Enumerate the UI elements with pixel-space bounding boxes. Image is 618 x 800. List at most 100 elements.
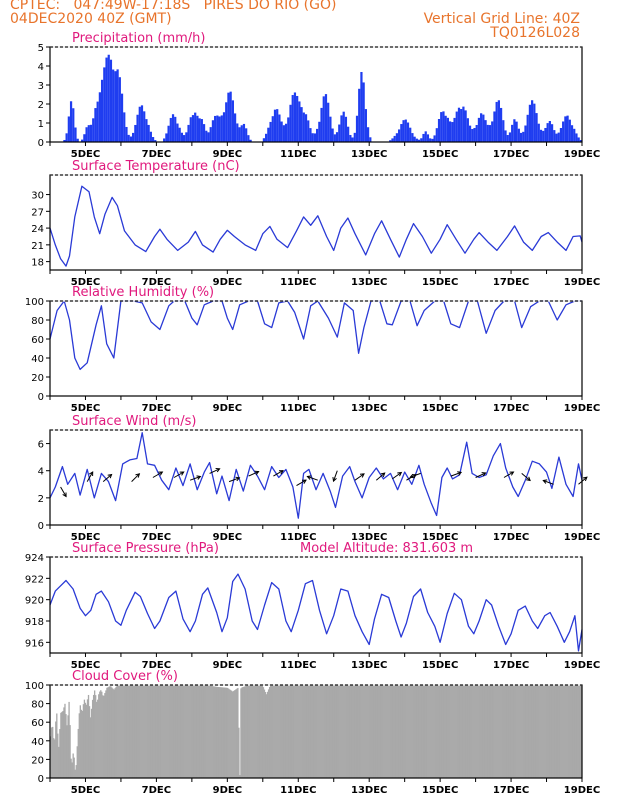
wind-arrow-shaft: [228, 477, 240, 483]
cloud-cover-bar: [500, 685, 502, 778]
cloud-cover-bar: [347, 685, 350, 778]
cloud-cover-bar: [477, 685, 479, 778]
precip-bar: [331, 128, 334, 142]
wind-arrow: [354, 473, 365, 481]
cloud-cover-bar: [403, 685, 406, 778]
precip-bar: [391, 138, 394, 142]
cloud-cover-bar: [228, 688, 230, 778]
cloud-cover-bar: [263, 689, 266, 778]
cloud-cover-bar: [490, 685, 493, 778]
cloud-cover-bar: [212, 686, 214, 778]
cloud-cover-bar: [171, 685, 174, 778]
cloud-cover-bar: [329, 685, 331, 778]
cloud-cover-bar: [575, 685, 578, 778]
cloud-cover-bar: [422, 685, 424, 778]
precip-bar: [147, 124, 150, 142]
wind-arrow-head: [397, 471, 403, 477]
cloud-cover-bar: [388, 685, 390, 778]
cloud-cover-bar: [83, 699, 86, 778]
cloud-cover-bar: [570, 685, 573, 778]
wind-title: Surface Wind (m/s): [72, 414, 196, 429]
cloud-cover-bar: [79, 705, 81, 778]
cloud-cover-bar: [124, 685, 126, 778]
precip-bar: [504, 130, 507, 142]
cloud-cover-bar: [373, 685, 375, 778]
cloud-cover-bar: [71, 762, 73, 778]
cloud-cover-bar: [525, 685, 528, 778]
cloud-cover-bar: [299, 685, 301, 778]
precip-bar: [304, 114, 308, 142]
precip-bar: [444, 115, 447, 142]
precip-bar: [280, 121, 283, 142]
cloud-cover-bar: [270, 685, 273, 778]
precip-bar: [183, 135, 186, 142]
precip-bar: [176, 123, 179, 142]
cloud-cover-bar: [418, 685, 420, 778]
precip-bar: [100, 79, 104, 142]
cloud-cover-bar: [336, 685, 338, 778]
cloud-cover-bar: [438, 685, 441, 778]
precip-bar: [287, 117, 290, 142]
cloud-ytick-label: 60: [31, 718, 44, 729]
cloud-cover-bar: [473, 685, 475, 778]
cloud-cover-bar: [318, 685, 320, 778]
wind-arrow: [248, 470, 260, 477]
cloud-cover-bar: [153, 685, 155, 778]
precip-bar: [151, 137, 155, 142]
cloud-cover-bar: [262, 687, 265, 778]
precip-bar: [267, 127, 270, 142]
cloud-cover-bar: [384, 685, 386, 778]
cloud-cover-bar: [381, 685, 383, 778]
cloud-cover-bar: [480, 685, 483, 778]
cloud-cover-bar: [348, 685, 351, 778]
cloud-cover-bar: [536, 685, 539, 778]
precip-bar: [533, 103, 536, 142]
cloud-cover-bar: [392, 685, 395, 778]
precip-bar: [138, 106, 141, 142]
cloud-cover-bar: [287, 685, 289, 778]
cloud-cover-bar: [50, 736, 52, 778]
cloud-cover-bar: [59, 729, 61, 778]
precip-bar: [94, 108, 97, 142]
cloud-cover-bar: [244, 686, 246, 778]
cloud-cover-bar: [205, 685, 207, 778]
temp-xtick-label: 7DEC: [142, 277, 171, 288]
precip-bar: [227, 92, 230, 142]
cloud-cover-bar: [250, 685, 252, 778]
cloud-cover-bar: [357, 685, 360, 778]
pressure-ytick-label: 920: [25, 596, 44, 607]
precip-bar: [515, 121, 518, 142]
cloud-cover-bar: [68, 701, 70, 778]
wind-arrow-head: [62, 492, 67, 498]
precip-bar: [140, 105, 144, 142]
precip-bar: [468, 125, 472, 142]
header-station: CPTEC: 047:49W-17:18S PIRES DO RIO (GO): [10, 0, 337, 13]
cloud-cover-bar: [151, 685, 153, 778]
cloud-cover-bar: [436, 685, 439, 778]
cloud-cover-bar: [566, 685, 568, 778]
precip-bar: [517, 128, 520, 142]
cloud-cover-bar: [162, 685, 164, 778]
cloud-cover-bar: [572, 685, 575, 778]
pressure-frame: [49, 556, 583, 654]
cloud-cover-bar: [51, 727, 53, 778]
precip-bar: [360, 71, 363, 142]
cloud-cover-bar: [207, 685, 209, 778]
cloud-cover-bar: [176, 685, 179, 778]
cloud-cover-bar: [168, 685, 170, 778]
precip-bar: [89, 124, 93, 142]
cloud-cover-bar: [251, 685, 253, 778]
cloud-cover-bar: [346, 685, 349, 778]
cloud-cover-bar: [364, 685, 366, 778]
cloud-cover-bar: [342, 685, 344, 778]
wind-arrow-shaft: [131, 473, 140, 482]
precip-bar: [460, 109, 463, 142]
cloud-xtick-label: 11DEC: [280, 785, 316, 796]
cloud-cover-bar: [385, 685, 387, 778]
cloud-cover-bar: [520, 685, 522, 778]
cloud-cover-bar: [131, 685, 134, 778]
cloud-cover-bar: [273, 685, 275, 778]
precip-bar: [351, 137, 354, 142]
precip-bar: [440, 112, 443, 142]
wind-ytick-label: 4: [38, 467, 44, 478]
